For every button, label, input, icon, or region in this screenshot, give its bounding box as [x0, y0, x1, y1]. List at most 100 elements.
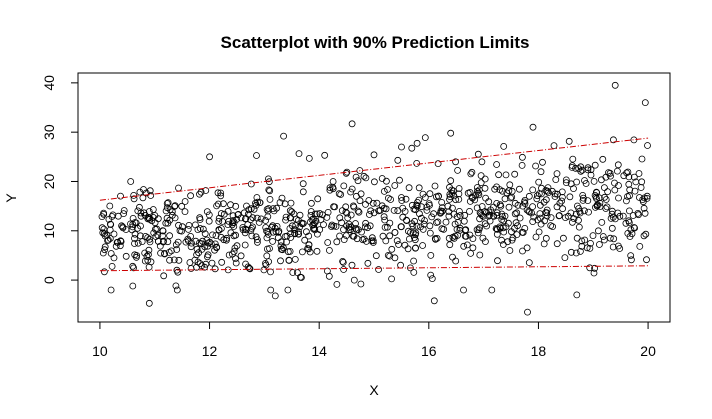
- data-point: [171, 202, 179, 210]
- data-point: [629, 212, 637, 219]
- data-point: [434, 218, 442, 226]
- data-point: [165, 248, 173, 256]
- data-point: [525, 192, 533, 200]
- data-point: [536, 201, 544, 209]
- data-point: [370, 151, 378, 159]
- data-point: [492, 225, 500, 232]
- data-point: [187, 265, 195, 272]
- data-point: [146, 187, 154, 195]
- data-point: [214, 189, 222, 197]
- data-point: [611, 186, 619, 194]
- data-point: [291, 229, 299, 237]
- data-point: [537, 214, 544, 222]
- data-point: [370, 178, 378, 186]
- data-point: [264, 175, 272, 183]
- data-point: [520, 198, 528, 206]
- data-point: [266, 187, 274, 195]
- data-point: [544, 184, 552, 192]
- data-point: [164, 219, 172, 227]
- data-point: [202, 187, 210, 194]
- data-point: [413, 139, 421, 147]
- data-point: [433, 234, 441, 242]
- data-point: [178, 227, 186, 235]
- data-point: [640, 232, 648, 240]
- data-point: [415, 184, 423, 192]
- data-point: [131, 240, 138, 247]
- data-point: [524, 308, 531, 316]
- data-point: [641, 209, 649, 217]
- data-point: [229, 212, 237, 220]
- data-point: [209, 231, 216, 239]
- data-point: [573, 291, 581, 299]
- data-point: [485, 208, 493, 216]
- data-point: [282, 213, 290, 221]
- data-point: [373, 199, 381, 207]
- data-point: [301, 236, 309, 244]
- data-point: [333, 238, 341, 246]
- data-point: [357, 280, 365, 288]
- data-point: [107, 221, 115, 228]
- data-point: [350, 232, 358, 240]
- data-point: [409, 229, 417, 237]
- data-point: [628, 230, 636, 238]
- data-point: [336, 214, 344, 222]
- data-point: [479, 234, 487, 242]
- data-point: [631, 224, 638, 232]
- data-point: [482, 194, 490, 202]
- data-point: [514, 222, 521, 230]
- data-point: [340, 266, 348, 273]
- data-point: [438, 225, 446, 233]
- data-point: [561, 254, 569, 262]
- data-point: [337, 191, 345, 198]
- data-point: [624, 168, 632, 176]
- data-point: [607, 172, 614, 180]
- data-point: [350, 203, 358, 211]
- data-point: [643, 192, 651, 200]
- data-point: [386, 252, 394, 260]
- data-point: [187, 243, 195, 251]
- data-point: [401, 207, 409, 215]
- data-point: [160, 237, 167, 245]
- data-point: [521, 224, 529, 232]
- data-point: [268, 223, 276, 231]
- data-point: [602, 205, 610, 212]
- data-point: [601, 184, 608, 192]
- data-point: [185, 221, 193, 229]
- data-point: [599, 155, 607, 163]
- data-point: [187, 192, 195, 200]
- data-point: [511, 210, 519, 218]
- data-point: [323, 213, 331, 221]
- data-point: [474, 150, 482, 158]
- y-axis: 0 10 20 30 40: [41, 75, 79, 284]
- data-point: [286, 225, 294, 232]
- data-point: [540, 240, 548, 248]
- data-point: [198, 245, 206, 253]
- data-point: [287, 214, 295, 222]
- data-point: [397, 223, 405, 231]
- data-point: [486, 211, 494, 219]
- data-point: [231, 244, 239, 252]
- data-point: [127, 178, 135, 185]
- data-point: [142, 232, 149, 240]
- data-point: [352, 220, 359, 227]
- data-point: [204, 239, 212, 247]
- data-point: [173, 246, 181, 253]
- x-tick-label: 16: [421, 343, 437, 359]
- data-point: [570, 185, 577, 193]
- data-point: [274, 234, 282, 242]
- data-point: [352, 192, 360, 200]
- data-point: [449, 233, 457, 241]
- data-point: [628, 256, 635, 264]
- data-point: [642, 230, 650, 238]
- data-point: [129, 220, 137, 228]
- data-point: [175, 221, 182, 229]
- data-point: [196, 225, 204, 232]
- data-point: [549, 223, 556, 231]
- data-point: [539, 158, 546, 166]
- data-point: [174, 268, 182, 276]
- data-points: [98, 81, 651, 316]
- data-point: [556, 212, 563, 219]
- data-point: [170, 256, 178, 264]
- data-point: [277, 242, 285, 250]
- data-point: [168, 208, 176, 216]
